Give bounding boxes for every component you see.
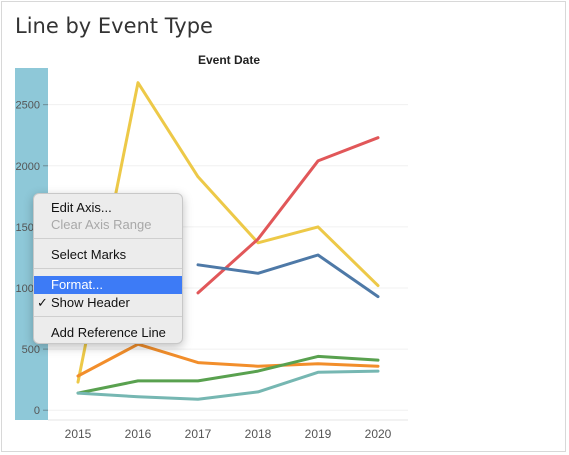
- x-tick-label: 2019: [305, 427, 332, 441]
- x-tick-label: 2016: [125, 427, 152, 441]
- series-line-1: [196, 136, 380, 295]
- menu-item-format[interactable]: Format...: [34, 276, 182, 294]
- menu-item-label: Show Header: [51, 295, 130, 310]
- x-tick-label: 2020: [365, 427, 392, 441]
- menu-item-label: Clear Axis Range: [51, 217, 152, 232]
- y-tick-label: 2000: [16, 161, 40, 173]
- x-tick-label: 2017: [185, 427, 212, 441]
- menu-item-select-marks[interactable]: Select Marks: [34, 246, 182, 264]
- menu-separator: [34, 316, 182, 317]
- menu-separator: [34, 268, 182, 269]
- y-tick-label: 500: [22, 344, 40, 356]
- context-menu: Edit Axis... Clear Axis Range Select Mar…: [33, 193, 183, 344]
- x-tick-label: 2018: [245, 427, 272, 441]
- menu-item-add-reference-line[interactable]: Add Reference Line: [34, 324, 182, 342]
- series-line-2: [196, 253, 380, 299]
- checkmark-icon: ✓: [37, 295, 48, 310]
- y-tick-label: 0: [34, 405, 40, 417]
- series-line-0: [76, 81, 380, 384]
- page-title: Line by Event Type: [15, 14, 213, 38]
- series-line-3: [76, 342, 380, 378]
- series-line-4: [76, 354, 380, 395]
- menu-separator: [34, 238, 182, 239]
- menu-item-label: Add Reference Line: [51, 325, 166, 340]
- menu-item-clear-axis-range: Clear Axis Range: [34, 216, 182, 234]
- series-line-5: [76, 369, 380, 401]
- y-tick-label: 2500: [16, 100, 40, 112]
- menu-item-label: Format...: [51, 277, 104, 292]
- menu-item-label: Edit Axis...: [51, 200, 112, 215]
- x-tick-label: 2015: [65, 427, 92, 441]
- menu-item-edit-axis[interactable]: Edit Axis...: [34, 199, 182, 217]
- menu-item-show-header[interactable]: ✓ Show Header: [34, 294, 182, 312]
- menu-item-label: Select Marks: [51, 247, 127, 262]
- chart-title: Event Date: [198, 53, 261, 67]
